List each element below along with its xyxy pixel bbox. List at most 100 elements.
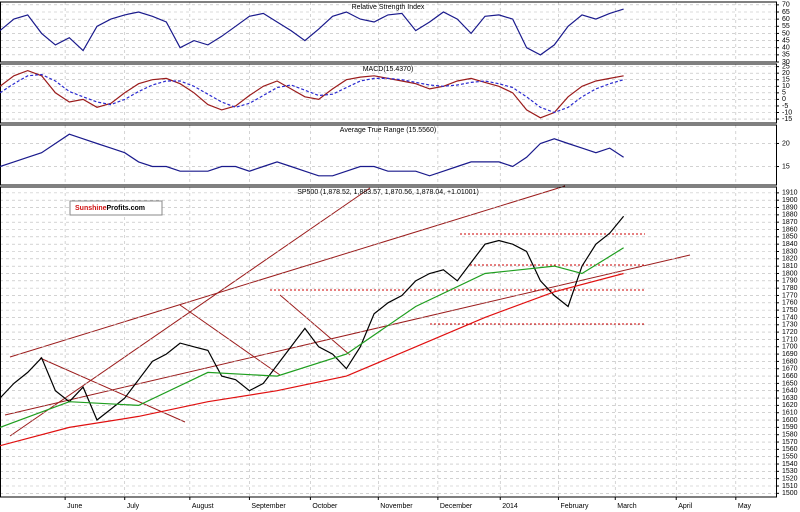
series-line bbox=[0, 215, 625, 421]
y-tick-label: 1730 bbox=[782, 322, 798, 329]
y-tick-label: 1610 bbox=[782, 410, 798, 417]
y-tick-label: 1790 bbox=[782, 278, 798, 285]
y-tick-label: 20 bbox=[782, 140, 790, 147]
y-tick-label: 1820 bbox=[782, 256, 798, 263]
y-tick-label: -10 bbox=[782, 109, 792, 116]
series-line bbox=[0, 73, 624, 114]
logo-part: Profits.com bbox=[107, 205, 146, 212]
x-tick-label: November bbox=[380, 503, 413, 510]
y-tick-label: 1700 bbox=[782, 344, 798, 351]
y-tick-label: 1650 bbox=[782, 380, 798, 387]
x-tick-label: December bbox=[440, 503, 473, 510]
y-tick-label: 1760 bbox=[782, 300, 798, 307]
x-tick-label: 2014 bbox=[502, 503, 518, 510]
y-tick-label: 35 bbox=[782, 52, 790, 59]
y-tick-label: 1840 bbox=[782, 241, 798, 248]
y-tick-label: 1890 bbox=[782, 204, 798, 211]
y-tick-label: 1710 bbox=[782, 336, 798, 343]
y-tick-label: 60 bbox=[782, 16, 790, 23]
logo: SunshineProfits.com bbox=[75, 205, 145, 212]
y-tick-label: 1540 bbox=[782, 461, 798, 468]
trend-line bbox=[4, 254, 691, 416]
y-tick-label: 1560 bbox=[782, 446, 798, 453]
y-tick-label: 25 bbox=[782, 63, 790, 70]
y-tick-label: 1620 bbox=[782, 402, 798, 409]
trend-lines bbox=[4, 185, 691, 437]
y-tick-label: 50 bbox=[782, 30, 790, 37]
y-tick-label: 1830 bbox=[782, 248, 798, 255]
y-tick-label: 1870 bbox=[782, 219, 798, 226]
y-tick-label: 1770 bbox=[782, 292, 798, 299]
y-tick-label: 1550 bbox=[782, 454, 798, 461]
y-tick-label: 1800 bbox=[782, 270, 798, 277]
x-tick-label: July bbox=[127, 503, 140, 510]
y-tick-label: 30 bbox=[782, 59, 790, 66]
panel-frame bbox=[0, 1, 777, 63]
x-tick-label: September bbox=[251, 503, 286, 510]
series-line bbox=[0, 69, 624, 119]
y-tick-label: 1750 bbox=[782, 307, 798, 314]
logo-part: Sunshine bbox=[75, 205, 107, 212]
y-tick-label: 55 bbox=[782, 23, 790, 30]
y-tick-label: 10 bbox=[782, 83, 790, 90]
y-tick-label: 1860 bbox=[782, 226, 798, 233]
y-tick-label: 1740 bbox=[782, 314, 798, 321]
y-tick-label: 20 bbox=[782, 70, 790, 77]
x-tick-label: October bbox=[312, 503, 338, 510]
trend-line bbox=[179, 304, 281, 376]
panel-frame bbox=[0, 186, 777, 498]
y-tick-label: 1850 bbox=[782, 234, 798, 241]
y-tick-label: 1720 bbox=[782, 329, 798, 336]
y-tick-label: 1680 bbox=[782, 358, 798, 365]
y-tick-label: 65 bbox=[782, 9, 790, 16]
trend-line bbox=[9, 185, 566, 358]
y-tick-label: 1600 bbox=[782, 417, 798, 424]
y-tick-label: 1690 bbox=[782, 351, 798, 358]
series-line bbox=[0, 272, 624, 447]
x-tick-label: February bbox=[560, 503, 589, 510]
trend-line bbox=[39, 357, 186, 423]
panel-title: SP500 (1,878.52, 1,883.57, 1,870.56, 1,8… bbox=[297, 189, 479, 196]
y-tick-label: 40 bbox=[782, 45, 790, 52]
x-tick-label: March bbox=[617, 503, 637, 510]
y-tick-label: 1510 bbox=[782, 483, 798, 490]
y-tick-label: 1500 bbox=[782, 490, 798, 497]
y-tick-label: 1900 bbox=[782, 197, 798, 204]
panel-title: MACD(15.4370) bbox=[363, 66, 414, 73]
y-tick-label: 1570 bbox=[782, 439, 798, 446]
y-tick-label: 1640 bbox=[782, 388, 798, 395]
x-tick-label: May bbox=[738, 503, 752, 510]
y-tick-label: 1670 bbox=[782, 366, 798, 373]
series-line bbox=[0, 8, 624, 56]
y-tick-label: 1520 bbox=[782, 476, 798, 483]
panel-frame bbox=[0, 124, 777, 186]
panel-title: Relative Strength Index bbox=[352, 4, 425, 11]
panel-frame bbox=[0, 63, 777, 124]
y-tick-label: 1530 bbox=[782, 468, 798, 475]
y-tick-label: 45 bbox=[782, 37, 790, 44]
logo-box bbox=[69, 200, 163, 216]
y-tick-label: 1590 bbox=[782, 424, 798, 431]
y-tick-label: 1810 bbox=[782, 263, 798, 270]
y-tick-label: 5 bbox=[782, 90, 786, 97]
y-tick-label: 1780 bbox=[782, 285, 798, 292]
x-tick-label: August bbox=[192, 503, 214, 510]
y-tick-label: 1660 bbox=[782, 373, 798, 380]
y-tick-label: 0 bbox=[782, 96, 786, 103]
series-line bbox=[0, 247, 624, 428]
y-tick-label: 1630 bbox=[782, 395, 798, 402]
y-tick-label: 1880 bbox=[782, 212, 798, 219]
panel: 1500151015201530154015501560157015801590… bbox=[0, 186, 798, 498]
y-tick-label: -5 bbox=[782, 103, 788, 110]
y-tick-label: 70 bbox=[782, 2, 790, 9]
trend-line bbox=[279, 294, 351, 356]
panel: 15 20 Average True Range (15.5560) bbox=[0, 124, 790, 186]
y-tick-label: -15 bbox=[782, 116, 792, 123]
y-tick-label: 1580 bbox=[782, 432, 798, 439]
panel-title: Average True Range (15.5560) bbox=[340, 127, 436, 134]
y-tick-label: 15 bbox=[782, 77, 790, 84]
series-line bbox=[0, 133, 624, 177]
